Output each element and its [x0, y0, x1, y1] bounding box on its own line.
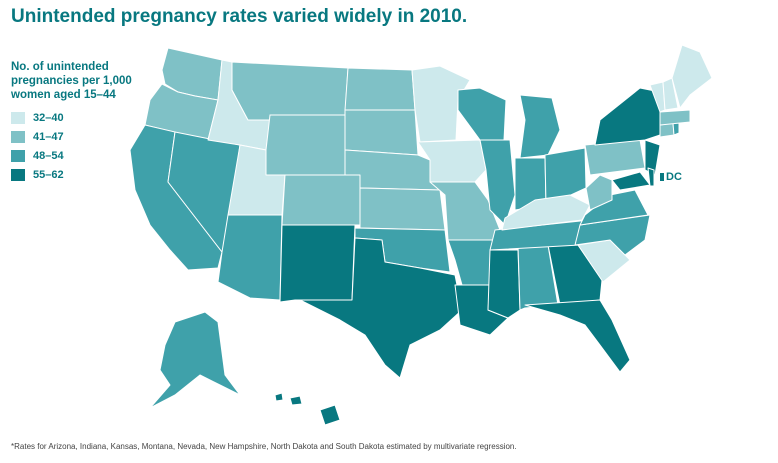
footnote: *Rates for Arizona, Indiana, Kansas, Mon…	[11, 442, 517, 451]
legend-swatch	[11, 130, 25, 143]
state-pennsylvania	[584, 139, 646, 176]
legend-item-41-47: 41–47	[11, 127, 151, 146]
state-massachusetts	[659, 109, 691, 126]
legend-label: 41–47	[33, 130, 64, 143]
state-north-dakota	[344, 67, 416, 111]
state-hawaii-1	[274, 392, 284, 402]
state-new-mexico	[279, 224, 356, 303]
state-rhode-island	[672, 122, 680, 136]
state-new-hampshire	[662, 77, 679, 111]
state-maryland	[611, 171, 651, 191]
legend-title: No. of unintended pregnancies per 1,000 …	[11, 60, 151, 102]
state-south-dakota	[344, 109, 419, 156]
dc-label: DC	[660, 171, 682, 183]
state-mississippi	[487, 249, 521, 319]
state-wisconsin	[457, 87, 507, 141]
legend-label: 55–62	[33, 168, 64, 181]
state-minnesota	[411, 65, 471, 143]
state-alaska	[149, 311, 241, 409]
state-kansas	[359, 187, 446, 231]
state-hawaii-3	[319, 404, 341, 426]
legend-title-line-2: pregnancies per 1,000	[11, 75, 132, 87]
legend-swatch	[11, 168, 25, 181]
legend-label: 32–40	[33, 111, 64, 124]
state-wyoming	[265, 114, 346, 176]
state-new-jersey	[644, 139, 661, 176]
state-colorado	[281, 174, 361, 226]
dc-swatch	[660, 173, 664, 181]
state-texas	[299, 237, 463, 379]
legend-item-32-40: 32–40	[11, 108, 151, 127]
legend: No. of unintended pregnancies per 1,000 …	[11, 60, 151, 184]
state-montana	[231, 61, 349, 121]
legend-label: 48–54	[33, 149, 64, 162]
state-maine	[671, 44, 713, 109]
state-michigan	[519, 94, 561, 159]
legend-title-line-3: women aged 15–44	[11, 89, 116, 101]
legend-item-55-62: 55–62	[11, 165, 151, 184]
map-title: Unintended pregnancy rates varied widely…	[11, 6, 468, 27]
state-north-carolina	[574, 214, 651, 256]
state-hawaii-2	[289, 395, 303, 406]
state-ohio	[544, 147, 587, 206]
state-west-virginia	[585, 174, 613, 211]
state-delaware	[647, 167, 655, 187]
state-new-york	[594, 87, 661, 146]
legend-title-line-1: No. of unintended	[11, 61, 109, 73]
state-florida	[524, 299, 631, 373]
legend-swatch	[11, 149, 25, 162]
dc-text: DC	[666, 171, 682, 183]
legend-item-48-54: 48–54	[11, 146, 151, 165]
legend-swatch	[11, 111, 25, 124]
state-arizona	[217, 214, 283, 301]
